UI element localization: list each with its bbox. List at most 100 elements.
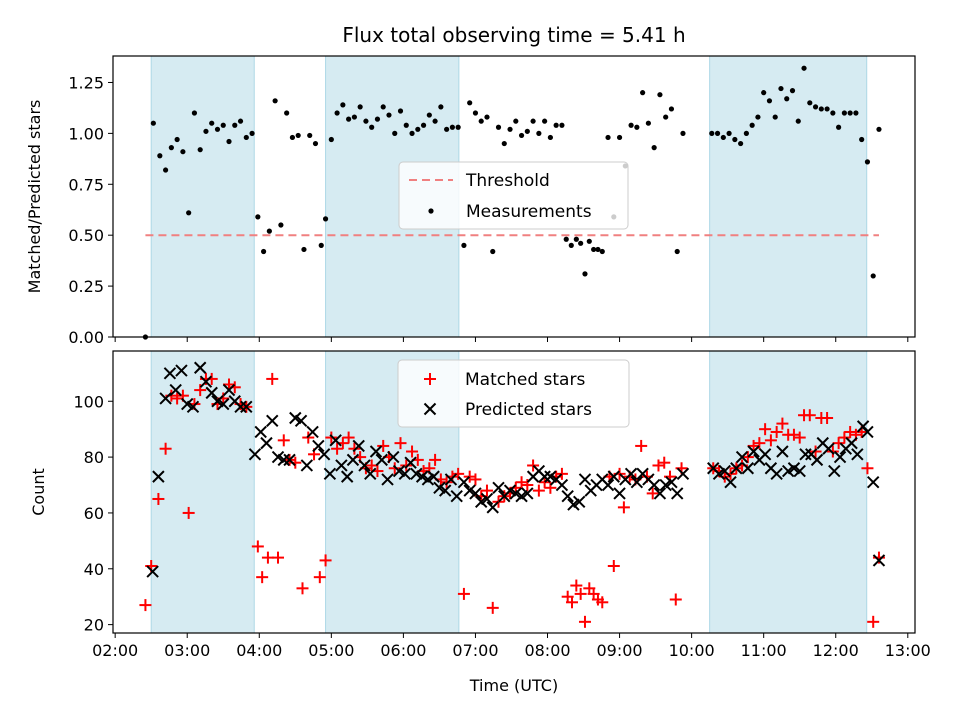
matched-star-point (838, 431, 851, 444)
measurement-point (163, 167, 169, 173)
predicted-star-point (340, 470, 354, 483)
matched-star-point (770, 425, 783, 438)
measurement-point (553, 122, 559, 128)
measurement-point (420, 122, 427, 128)
top-panel: 0.00 0.25 0.50 0.75 1.00 1.25 Matched/Predicte… (25, 55, 916, 347)
observing-interval (709, 56, 867, 337)
measurement-point (191, 110, 198, 116)
top-y-axis-label: Matched/Predicted stars (25, 100, 44, 294)
bottom-y-axis-label: Count (29, 468, 48, 516)
matched-star-point (348, 442, 361, 455)
measurement-point (449, 124, 455, 130)
measurement-point (295, 132, 301, 139)
matched-star-point (776, 417, 789, 430)
measurement-point (186, 210, 192, 216)
predicted-star-point (444, 473, 458, 486)
matched-star-point (607, 559, 620, 572)
predicted-star-point (193, 361, 207, 374)
predicted-star-point (492, 481, 505, 495)
measurement-point (818, 106, 824, 112)
y-tick-label: 40 (84, 560, 104, 579)
predicted-star-point (169, 383, 182, 397)
y-tick-label: 1.25 (68, 73, 104, 92)
y-tick-label: 80 (84, 448, 104, 467)
measurement-point (168, 145, 174, 151)
legend-predicted-label: Predicted stars (465, 400, 592, 420)
predicted-star-point (828, 464, 841, 478)
measurement-point (226, 138, 232, 145)
measurement-point (386, 112, 392, 118)
predicted-star-point (159, 392, 172, 405)
matched-star-point (747, 439, 760, 452)
legend-matched-label: Matched stars (465, 370, 585, 390)
matched-star-point (171, 392, 184, 405)
predicted-star-point (653, 487, 667, 500)
measurement-point (432, 118, 438, 124)
predicted-star-point (613, 487, 626, 500)
predicted-star-point (358, 459, 371, 472)
matched-star-point (272, 551, 285, 564)
matched-star-point (394, 437, 407, 450)
matched-star-point (331, 442, 344, 455)
predicted-star-point (450, 489, 463, 503)
matched-star-point (669, 593, 682, 606)
matched-star-point (527, 459, 540, 472)
matched-star-point (652, 459, 665, 472)
x-tick-label: 13:00 (885, 641, 931, 660)
measurement-point (784, 96, 790, 102)
matched-star-point (596, 596, 609, 609)
measurement-point (599, 248, 605, 255)
chart-title: Flux total observing time = 5.41 h (342, 23, 685, 47)
matched-star-point (463, 470, 476, 483)
predicted-star-point (647, 478, 661, 492)
matched-star-point (277, 434, 290, 447)
predicted-star-point (346, 453, 360, 467)
measurement-point (180, 149, 186, 155)
matched-star-point (646, 487, 659, 500)
measurement-point (220, 122, 226, 128)
matched-star-point (377, 439, 390, 452)
measurement-point (824, 106, 830, 112)
predicted-star-point (283, 453, 296, 467)
predicted-star-point (822, 442, 835, 455)
matched-star-point (325, 431, 338, 444)
measurement-point (663, 114, 669, 120)
measurement-point (507, 126, 513, 132)
measurement-point (645, 120, 651, 126)
measurement-point (351, 114, 357, 120)
matched-star-point (492, 495, 505, 508)
predicted-star-point (186, 400, 200, 414)
measurement-point (301, 246, 307, 253)
measurement-point (266, 228, 272, 234)
measurement-point (501, 140, 507, 147)
predicted-star-point (561, 489, 574, 503)
measurement-point (812, 104, 819, 110)
predicted-star-point (735, 450, 749, 464)
measurement-point (801, 65, 807, 71)
predicted-star-point (799, 448, 812, 461)
matched-star-point (844, 425, 857, 438)
y-tick-label: 0.50 (68, 226, 104, 245)
matched-star-point (532, 484, 545, 497)
predicted-star-point (222, 383, 236, 397)
measurement-point (749, 122, 755, 128)
predicted-star-point (352, 439, 365, 453)
predicted-star-point (457, 476, 471, 489)
predicted-star-point (747, 445, 760, 458)
y-tick-label: 0.00 (68, 328, 104, 347)
predicted-star-point (573, 495, 586, 508)
x-tick-label: 02:00 (92, 641, 138, 660)
measurement-point (864, 159, 871, 165)
measurement-point (237, 118, 244, 124)
measurement-point (490, 248, 496, 255)
matched-star-point (182, 506, 195, 519)
predicted-star-point (335, 459, 348, 472)
predicted-star-point (199, 375, 213, 388)
matched-star-point (429, 453, 442, 466)
measurement-point (392, 130, 398, 136)
predicted-star-point (872, 554, 886, 567)
predicted-star-point (866, 476, 880, 489)
x-tick-label: 06:00 (380, 641, 426, 660)
measurement-point (197, 147, 203, 153)
predicted-star-point (175, 364, 188, 377)
